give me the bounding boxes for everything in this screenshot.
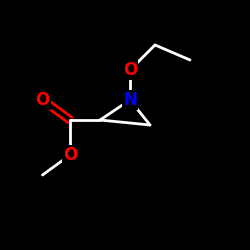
Text: N: N (123, 91, 137, 109)
Text: O: O (123, 61, 137, 79)
Text: O: O (36, 91, 50, 109)
Text: O: O (63, 146, 77, 164)
